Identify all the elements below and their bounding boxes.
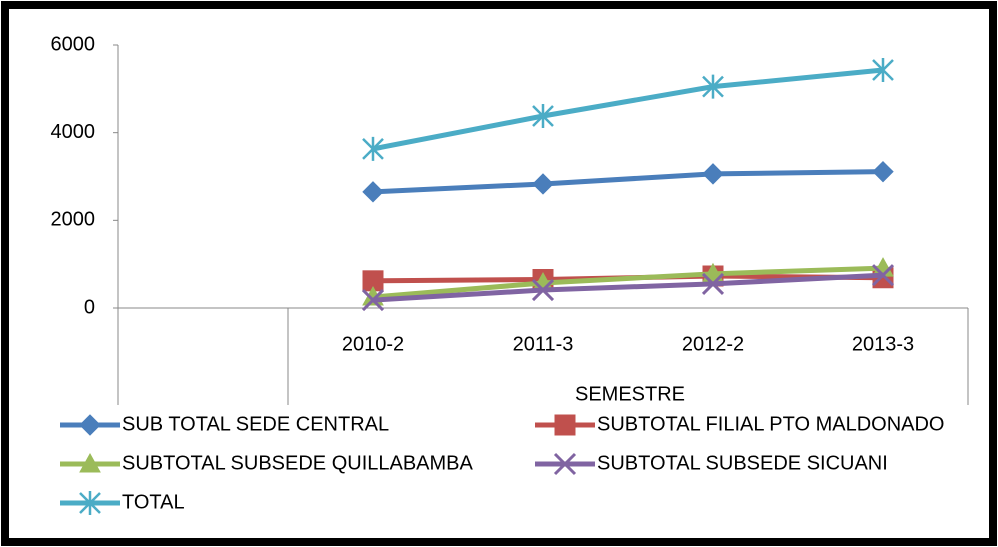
marker <box>532 104 554 129</box>
series-line <box>372 265 884 300</box>
category-boundaries <box>117 45 969 405</box>
marker <box>361 289 385 312</box>
y-tick-label: 6000 <box>51 33 96 55</box>
legend: SUB TOTAL SEDE CENTRAL SUBTOTAL FILIAL PT… <box>60 413 945 515</box>
marker <box>871 264 895 287</box>
y-tick-label: 0 <box>84 296 95 318</box>
x-tick-label: 2011-3 <box>513 333 574 355</box>
x-tick-label: 2013-3 <box>852 333 914 355</box>
series-line <box>372 169 884 195</box>
legend-label: SUB TOTAL SEDE CENTRAL <box>122 413 389 435</box>
y-tick-label: 4000 <box>51 121 96 143</box>
series-line <box>372 272 884 303</box>
marker <box>79 452 101 473</box>
marker <box>79 491 101 515</box>
marker <box>701 272 725 295</box>
legend-label: SUBTOTAL SUBSEDE SICUANI <box>597 452 888 474</box>
marker <box>872 57 894 82</box>
marker <box>872 160 894 183</box>
x-tick-label: 2012-2 <box>682 333 744 355</box>
marker <box>553 452 577 476</box>
marker <box>79 414 101 436</box>
legend-label: SUBTOTAL SUBSEDE QUILLABAMBA <box>122 452 474 474</box>
marker <box>362 181 384 203</box>
marker <box>532 173 554 195</box>
legend-label: TOTAL <box>122 491 185 513</box>
marker <box>531 278 555 302</box>
marker <box>554 414 576 436</box>
marker <box>702 74 724 99</box>
marker <box>362 136 384 161</box>
legend-label: SUBTOTAL FILIAL PTO MALDONADO <box>597 413 945 435</box>
x-axis-title: SEMESTRE <box>575 383 685 405</box>
marker <box>702 163 724 185</box>
series-line <box>372 67 884 152</box>
x-tick-label: 2010-2 <box>342 333 404 355</box>
y-tick-label: 2000 <box>51 209 96 231</box>
